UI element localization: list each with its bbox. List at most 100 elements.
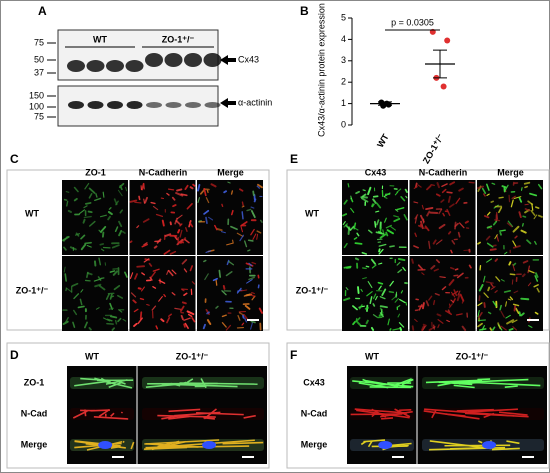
stain bbox=[533, 284, 539, 288]
stain bbox=[75, 232, 80, 237]
stain bbox=[215, 305, 219, 309]
stain bbox=[405, 195, 408, 199]
stain bbox=[510, 199, 514, 208]
stain bbox=[356, 321, 361, 326]
nucleus bbox=[202, 441, 217, 449]
stain bbox=[247, 239, 254, 242]
stain bbox=[376, 202, 382, 209]
stain bbox=[522, 260, 529, 264]
panel-label: A bbox=[38, 4, 47, 18]
stain bbox=[521, 187, 523, 191]
stain bbox=[422, 323, 427, 327]
stain bbox=[450, 291, 456, 298]
stain bbox=[206, 319, 212, 326]
stain bbox=[375, 210, 380, 213]
stain bbox=[481, 187, 487, 195]
stain bbox=[426, 184, 432, 191]
stain bbox=[414, 232, 418, 238]
stain bbox=[99, 243, 105, 246]
stain bbox=[520, 312, 525, 317]
stain bbox=[536, 287, 540, 293]
stain bbox=[500, 310, 505, 318]
stain bbox=[179, 305, 185, 312]
stain bbox=[343, 223, 348, 228]
stain bbox=[504, 385, 518, 389]
stain bbox=[467, 408, 518, 413]
band bbox=[68, 101, 84, 109]
stain bbox=[151, 305, 157, 311]
marker-label: 75 bbox=[34, 111, 44, 121]
stain bbox=[93, 278, 102, 282]
stain bbox=[396, 188, 402, 193]
stain bbox=[108, 381, 123, 388]
stain bbox=[506, 319, 515, 325]
band-label: α-actinin bbox=[238, 97, 272, 107]
stain bbox=[384, 217, 387, 223]
stain bbox=[389, 245, 395, 248]
stain bbox=[129, 199, 138, 203]
stain bbox=[160, 318, 165, 323]
stain bbox=[200, 378, 207, 389]
stain bbox=[221, 314, 227, 318]
row-label: ZO-1⁺/⁻ bbox=[296, 285, 329, 295]
stain bbox=[432, 239, 437, 245]
stain bbox=[134, 273, 138, 280]
stain bbox=[534, 275, 539, 282]
stain bbox=[252, 190, 255, 197]
stain bbox=[414, 318, 418, 323]
stain bbox=[358, 304, 363, 310]
annotation: p = 0.0305 bbox=[391, 17, 434, 27]
stain bbox=[441, 286, 447, 291]
band bbox=[126, 101, 143, 109]
stain bbox=[353, 236, 358, 240]
stain bbox=[150, 271, 156, 279]
stain bbox=[141, 272, 145, 276]
row-label: N-Cad bbox=[21, 408, 48, 418]
stain bbox=[166, 316, 171, 324]
stain bbox=[197, 197, 200, 204]
stain bbox=[342, 221, 346, 226]
stain bbox=[485, 235, 491, 241]
stain bbox=[243, 414, 256, 419]
stain bbox=[354, 408, 408, 414]
stain bbox=[372, 293, 377, 300]
stain bbox=[179, 223, 183, 227]
stain bbox=[521, 223, 524, 227]
stain bbox=[181, 301, 187, 305]
stain bbox=[203, 188, 207, 197]
arrow bbox=[220, 55, 236, 65]
stain bbox=[374, 221, 377, 228]
stain bbox=[398, 322, 405, 328]
stain bbox=[241, 201, 244, 207]
stain bbox=[456, 408, 494, 412]
stain bbox=[454, 221, 457, 230]
stain bbox=[191, 317, 196, 323]
stain bbox=[483, 215, 490, 219]
stain bbox=[402, 266, 406, 272]
stain bbox=[534, 240, 537, 245]
stain bbox=[511, 319, 518, 324]
stain bbox=[247, 249, 251, 252]
micrograph bbox=[129, 180, 196, 255]
stain bbox=[343, 199, 348, 205]
stain bbox=[84, 241, 92, 245]
stain bbox=[73, 309, 78, 316]
stain bbox=[518, 197, 523, 203]
stain bbox=[397, 258, 406, 262]
stain bbox=[237, 315, 241, 321]
stain bbox=[103, 317, 111, 322]
stain bbox=[486, 242, 494, 248]
nucleus bbox=[482, 441, 497, 449]
stain bbox=[420, 214, 425, 223]
stain bbox=[256, 185, 261, 189]
stain bbox=[389, 280, 394, 287]
stain bbox=[189, 265, 194, 272]
stain bbox=[73, 197, 78, 202]
stain bbox=[453, 289, 458, 297]
stain bbox=[216, 228, 223, 232]
stain bbox=[448, 303, 453, 309]
stain bbox=[524, 203, 529, 206]
stain bbox=[414, 214, 419, 220]
stain bbox=[535, 206, 540, 209]
stain bbox=[117, 189, 123, 197]
